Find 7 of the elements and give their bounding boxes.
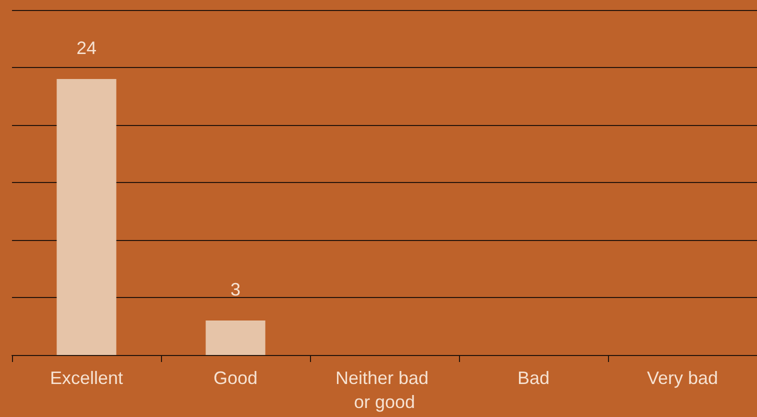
data-label: 24 [76,38,97,58]
x-tick-label: Excellent [50,368,124,388]
x-tick-label: Neither bad or good [335,368,434,412]
x-tick-label: Good [213,368,258,388]
x-tick-label: Very bad [646,368,718,388]
data-label: 3 [230,280,241,300]
x-tick-label: Bad [517,368,550,388]
